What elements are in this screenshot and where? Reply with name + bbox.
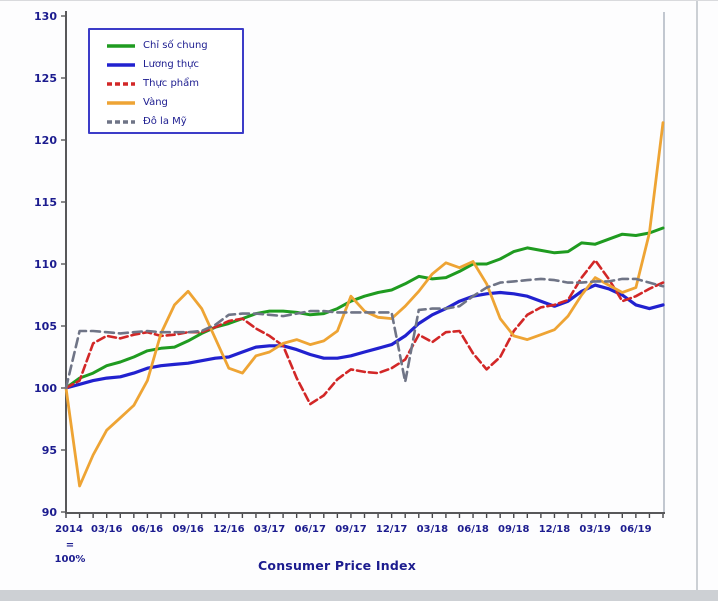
svg-text:09/16: 09/16 bbox=[172, 524, 204, 535]
chart-title: Consumer Price Index bbox=[258, 558, 416, 573]
legend-item-luong-thuc: Lương thực bbox=[106, 55, 242, 74]
svg-text:110: 110 bbox=[34, 258, 57, 271]
legend-label: Lương thực bbox=[143, 59, 199, 70]
svg-text:12/17: 12/17 bbox=[376, 524, 408, 535]
svg-text:95: 95 bbox=[42, 444, 57, 457]
legend-item-do-la-my: Đô la Mỹ bbox=[106, 112, 242, 131]
svg-text:03/17: 03/17 bbox=[254, 524, 286, 535]
svg-text:09/18: 09/18 bbox=[498, 524, 530, 535]
chart-legend: Chỉ số chung Lương thực Thực phẩm Vàng Đ… bbox=[88, 28, 244, 134]
legend-label: Chỉ số chung bbox=[143, 40, 208, 51]
svg-text:100: 100 bbox=[34, 382, 57, 395]
svg-text:115: 115 bbox=[34, 196, 57, 209]
svg-text:100%: 100% bbox=[55, 554, 86, 565]
legend-line-sample-icon bbox=[106, 119, 136, 125]
svg-text:2014: 2014 bbox=[55, 524, 83, 535]
legend-label: Đô la Mỹ bbox=[143, 116, 187, 127]
legend-line-sample-icon bbox=[106, 81, 136, 87]
svg-text:=: = bbox=[66, 540, 74, 551]
legend-item-thuc-pham: Thực phẩm bbox=[106, 74, 242, 93]
page-bottom-strip bbox=[0, 590, 718, 601]
svg-text:12/18: 12/18 bbox=[539, 524, 571, 535]
legend-line-sample-icon bbox=[106, 43, 136, 49]
svg-text:03/16: 03/16 bbox=[91, 524, 123, 535]
svg-text:125: 125 bbox=[34, 72, 57, 85]
svg-text:06/16: 06/16 bbox=[132, 524, 164, 535]
legend-line-sample-icon bbox=[106, 62, 136, 68]
svg-text:90: 90 bbox=[42, 506, 58, 519]
svg-text:06/18: 06/18 bbox=[457, 524, 489, 535]
legend-label: Vàng bbox=[143, 97, 168, 108]
svg-text:130: 130 bbox=[34, 10, 57, 23]
svg-text:09/17: 09/17 bbox=[335, 524, 367, 535]
legend-item-vang: Vàng bbox=[106, 93, 242, 112]
page-right-edge bbox=[696, 1, 698, 590]
legend-line-sample-icon bbox=[106, 100, 136, 106]
legend-label: Thực phẩm bbox=[143, 78, 200, 89]
svg-text:06/17: 06/17 bbox=[294, 524, 326, 535]
svg-text:105: 105 bbox=[34, 320, 57, 333]
svg-text:06/19: 06/19 bbox=[620, 524, 652, 535]
svg-text:03/19: 03/19 bbox=[579, 524, 611, 535]
svg-text:03/18: 03/18 bbox=[417, 524, 449, 535]
legend-item-chi-so-chung: Chỉ số chung bbox=[106, 36, 242, 55]
svg-text:12/16: 12/16 bbox=[213, 524, 245, 535]
svg-text:120: 120 bbox=[34, 134, 57, 147]
